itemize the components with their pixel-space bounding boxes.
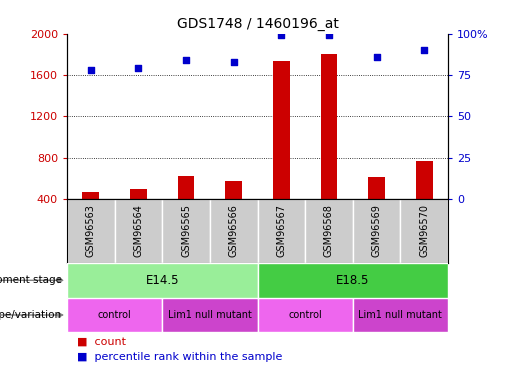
Point (325, 32, 333, 38)
Bar (162, 199, 210, 262)
Bar (114, 199, 162, 262)
Bar (67, 298, 162, 332)
Point (372, 54, 381, 60)
Point (87, 67, 95, 73)
Point (134, 65, 143, 71)
Bar (353, 298, 448, 332)
Bar (210, 199, 258, 262)
Text: Lim1 null mutant: Lim1 null mutant (168, 310, 252, 320)
Point (230, 59, 238, 65)
Text: control: control (288, 310, 322, 320)
Text: ■  count: ■ count (77, 337, 126, 347)
Bar (416, 160, 433, 240)
Bar (130, 189, 147, 240)
Point (182, 57, 190, 63)
Bar (258, 262, 448, 298)
Bar (353, 199, 401, 262)
Text: GSM96566: GSM96566 (229, 204, 238, 257)
Bar (67, 262, 258, 298)
Text: genotype/variation: genotype/variation (0, 310, 62, 320)
Bar (305, 199, 353, 262)
Bar (67, 199, 115, 262)
Text: GSM96568: GSM96568 (324, 204, 334, 257)
Bar (401, 199, 448, 262)
Bar (273, 61, 289, 240)
Text: GSM96567: GSM96567 (277, 204, 286, 257)
Bar (321, 54, 337, 240)
Text: development stage: development stage (0, 275, 62, 285)
Bar (178, 176, 194, 240)
Text: Lim1 null mutant: Lim1 null mutant (358, 310, 442, 320)
Bar (162, 298, 258, 332)
Point (277, 32, 285, 38)
Text: E14.5: E14.5 (145, 274, 179, 287)
Text: control: control (98, 310, 131, 320)
Text: GSM96570: GSM96570 (419, 204, 429, 257)
Bar (258, 199, 305, 262)
Text: GSM96564: GSM96564 (133, 204, 143, 257)
Point (420, 47, 428, 53)
Text: ■  percentile rank within the sample: ■ percentile rank within the sample (77, 352, 283, 362)
Text: GSM96569: GSM96569 (372, 204, 382, 257)
Bar (226, 181, 242, 240)
Title: GDS1748 / 1460196_at: GDS1748 / 1460196_at (177, 17, 338, 32)
Text: GSM96563: GSM96563 (86, 204, 96, 257)
Text: GSM96565: GSM96565 (181, 204, 191, 257)
Bar (82, 192, 99, 240)
Bar (368, 177, 385, 240)
Bar (258, 298, 353, 332)
Text: E18.5: E18.5 (336, 274, 369, 287)
